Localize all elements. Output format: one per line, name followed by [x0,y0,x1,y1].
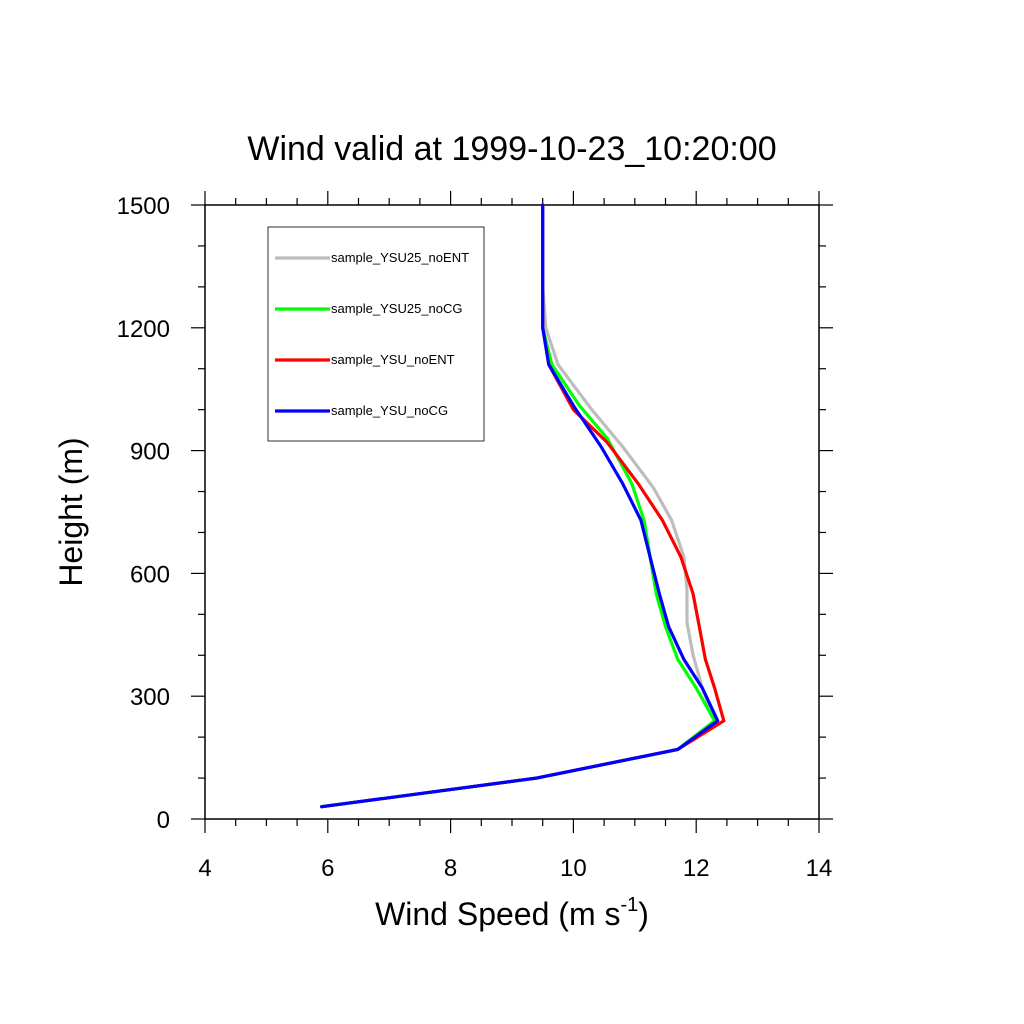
chart-title: Wind valid at 1999-10-23_10:20:00 [247,130,776,168]
tick-labels: 4 6 8 10 12 14 0 300 600 900 1200 1500 [117,193,833,882]
x-tick-label: 12 [683,855,710,882]
series-layer [320,203,726,809]
y-tick-label: 300 [130,684,170,711]
x-axis-label-sup: -1 [620,894,638,916]
x-axis-label: Wind Speed (m s-1) [375,894,649,932]
y-tick-label: 0 [157,807,170,834]
legend-label-1: sample_YSU25_noENT [331,250,469,265]
x-tick-label: 8 [444,855,457,882]
y-tick-label: 600 [130,561,170,588]
legend-label-2: sample_YSU25_noCG [331,301,463,316]
x-axis-label-end: ) [638,896,649,932]
y-axis-label: Height (m) [53,437,89,586]
y-tick-label: 1500 [117,193,170,220]
x-tick-label: 4 [198,855,211,882]
y-tick-label: 1200 [117,316,170,343]
x-tick-label: 14 [806,855,833,882]
y-tick-label: 900 [130,439,170,466]
x-tick-label: 10 [560,855,587,882]
series-line-4 [320,203,720,809]
axis-ticks [191,191,833,833]
legend: sample_YSU25_noENT sample_YSU25_noCGsampl… [267,226,485,442]
x-axis-label-main: Wind Speed (m s [375,896,620,932]
x-tick-label: 6 [321,855,334,882]
legend-label-3: sample_YSU_noENT [331,352,455,367]
legend-label-4: sample_YSU_noCG [331,403,448,418]
legend-box [267,226,485,442]
